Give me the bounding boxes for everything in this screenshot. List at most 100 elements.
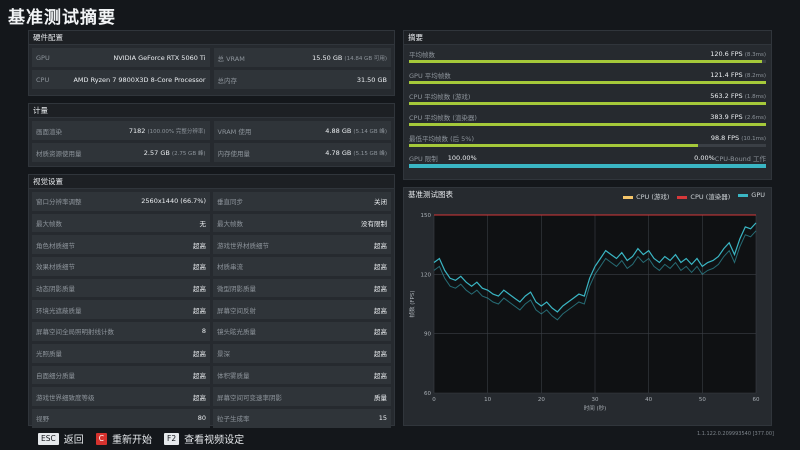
summary-value: 383.9 FPS	[710, 112, 743, 121]
summary-value: 98.8 FPS	[710, 133, 740, 142]
back-button[interactable]: ESC 返回	[38, 431, 84, 446]
summary-label: 平均帧数	[409, 50, 435, 59]
chart-header: 基准测试图表	[404, 188, 771, 202]
visual-setting-label: 粒子生成率	[217, 415, 250, 424]
summary-value: 120.6 FPS	[710, 49, 743, 58]
visual-setting-value: 超高	[374, 263, 387, 272]
hardware-gpu-value: NVIDIA GeForce RTX 5060 Ti	[113, 53, 206, 62]
benchmark-chart: 0 10 20 30 40 50 60 60 90 120 150 时间 (秒) 帧数 (FPS)	[408, 213, 760, 412]
visual-setting-row: 自面细分质量 超高	[32, 365, 210, 385]
visual-setting-value: 超高	[193, 306, 206, 315]
summary-row: CPU 平均帧数 (渲染器) 383.9 FPS (2.6ms)	[404, 111, 771, 129]
visual-setting-value: 2560x1440 (66.7%)	[141, 197, 206, 206]
hardware-panel: 硬件配置 GPU NVIDIA GeForce RTX 5060 Ti 总 VR…	[28, 30, 395, 96]
visual-setting-value: 质量	[374, 393, 387, 402]
summary-bar-track	[409, 60, 766, 63]
summary-value: 563.2 FPS	[710, 91, 743, 100]
summary-label: 最低平均帧数 (后 5%)	[409, 134, 475, 143]
summary-bar-track	[409, 81, 766, 84]
hardware-header: 硬件配置	[29, 31, 394, 45]
hardware-cpu-value: AMD Ryzen 7 9800X3D 8-Core Processor	[73, 75, 206, 84]
visual-settings-grid: 窗口分辨率调整 2560x1440 (66.7%) 垂直同步 关闭 最大帧数 无 最大帧数 没…	[29, 189, 394, 431]
summary-bar-fill	[409, 144, 699, 147]
compute-render-sub: (100.00% 完整分辨率)	[147, 128, 206, 135]
visual-setting-label: 最大帧数	[36, 220, 62, 229]
hardware-gpu-label: GPU	[36, 53, 50, 62]
chart-x-tick-label: 60	[753, 397, 760, 403]
visual-setting-label: 动态阴影质量	[36, 285, 75, 294]
chart-legend: CPU (游戏) CPU (渲染器) GPU	[623, 191, 765, 201]
f2-key: F2	[164, 432, 180, 445]
summary-bar-fill	[409, 60, 763, 63]
compute-header: 计量	[29, 104, 394, 118]
visual-setting-value: 没有限制	[361, 220, 387, 229]
visual-setting-value: 无	[199, 220, 207, 229]
chart-x-tick-label: 10	[484, 397, 491, 403]
visual-setting-label: 屏幕空间反射	[217, 306, 256, 315]
compute-memory-label: 内存使用量	[217, 149, 251, 158]
summary-row: 最低平均帧数 (后 5%) 98.8 FPS (10.1ms)	[404, 132, 771, 150]
visual-setting-row: 动态阴影质量 超高	[32, 278, 210, 298]
legend-swatch-gpu	[738, 193, 749, 197]
gpu-limit-value: 100.00%	[447, 154, 477, 162]
visual-setting-row: 最大帧数 没有限制	[213, 213, 391, 233]
gpu-series-band	[433, 230, 757, 321]
legend-swatch-cpu-render	[677, 195, 688, 199]
compute-memory: 内存使用量 4.78 GB (5.15 GB 峰)	[213, 143, 391, 162]
chart-x-axis-label: 时间 (秒)	[584, 404, 607, 412]
visual-setting-value: 超高	[193, 263, 206, 272]
cpu-bound-value: 0.00%	[694, 154, 715, 162]
visual-setting-value: 超高	[374, 328, 387, 337]
summary-sub: (10.1ms)	[741, 135, 766, 142]
visual-setting-value: 15	[378, 414, 387, 423]
chart-x-tick-label: 20	[538, 397, 545, 403]
visual-setting-label: 微型阴影质量	[217, 285, 256, 294]
visual-setting-row: 垂直同步 关闭	[213, 192, 391, 211]
video-settings-label: 查看视频设定	[184, 435, 245, 446]
video-settings-button[interactable]: F2 查看视频设定	[164, 431, 244, 446]
summary-panel: 摘要 平均帧数 120.6 FPS (8.3ms) GPU 平均帧数 121.4 FP…	[403, 30, 772, 180]
summary-bar-track	[409, 123, 766, 126]
gpu-limit-bar	[409, 164, 766, 168]
visual-setting-row: 角色材质细节 超高	[32, 235, 210, 255]
visual-setting-value: 超高	[374, 306, 387, 315]
hardware-vram: 总 VRAM 15.50 GB (14.84 GB 可用)	[213, 48, 391, 67]
c-key: C	[95, 432, 107, 445]
visual-setting-row: 游戏世界细致度等级 超高	[32, 387, 210, 406]
visual-setting-label: 材质串流	[217, 263, 243, 272]
hardware-ram: 总内存 31.50 GB	[213, 70, 391, 89]
compute-render-value: 7182	[128, 126, 146, 135]
visual-setting-label: 游戏世界材质细节	[217, 241, 269, 250]
visual-setting-label: 视野	[36, 415, 49, 424]
visual-setting-label: 屏幕空间可变速率阴影	[217, 393, 282, 402]
compute-texture-sub: (2.75 GB 峰)	[171, 150, 206, 157]
compute-texture-label: 材质资源使用量	[36, 149, 82, 158]
visual-setting-label: 角色材质细节	[36, 241, 75, 250]
visual-setting-row: 屏幕空间全局照明射线计数 8	[32, 322, 210, 341]
compute-vram-sub: (5.14 GB 峰)	[353, 128, 387, 135]
summary-row: 平均帧数 120.6 FPS (8.3ms)	[404, 48, 771, 66]
visual-setting-label: 最大帧数	[217, 220, 243, 229]
hardware-vram-sub: (14.84 GB 可用)	[344, 55, 387, 62]
page-title: 基准测试摘要	[8, 8, 116, 28]
visual-setting-label: 自面细分质量	[36, 371, 75, 380]
visual-setting-row: 最大帧数 无	[32, 213, 210, 233]
legend-gpu: GPU	[738, 191, 765, 201]
summary-sub: (1.8ms)	[744, 93, 766, 100]
visual-settings-header: 视觉设置	[29, 175, 394, 189]
chart-y-tick-label: 150	[421, 213, 432, 219]
visual-setting-row: 镜头眩光质量 超高	[213, 322, 391, 341]
summary-sub: (2.6ms)	[744, 114, 766, 121]
restart-button[interactable]: C 重新开始	[95, 431, 152, 446]
chart-x-tick-label: 40	[645, 397, 652, 403]
hardware-gpu: GPU NVIDIA GeForce RTX 5060 Ti	[32, 48, 210, 67]
chart-y-tick-label: 60	[424, 391, 431, 397]
summary-label: GPU 平均帧数	[409, 71, 451, 80]
summary-sub: (8.3ms)	[744, 51, 766, 58]
legend-label-gpu: GPU	[751, 191, 765, 199]
chart-x-tick-label: 30	[592, 397, 599, 403]
visual-setting-label: 游戏世界细致度等级	[36, 393, 95, 402]
hardware-vram-label: 总 VRAM	[217, 54, 245, 63]
visual-setting-value: 超高	[374, 371, 387, 380]
visual-setting-value: 超高	[193, 393, 206, 402]
